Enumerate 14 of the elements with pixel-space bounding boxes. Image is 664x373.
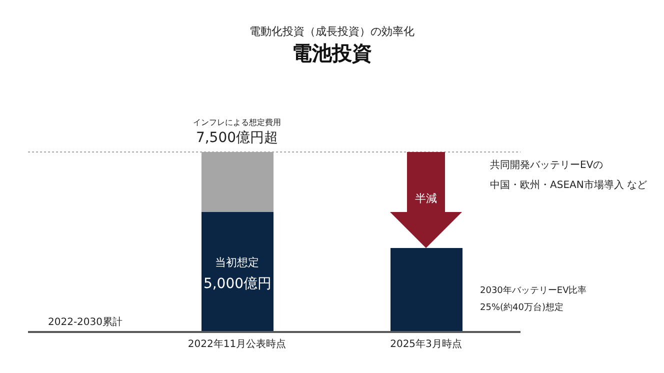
annotation: 半減	[414, 192, 438, 206]
annotation: 2030年バッテリーEV比率	[480, 286, 587, 297]
chart-title: 電池投資	[291, 40, 373, 67]
text: インフレによる想定費用	[192, 118, 282, 128]
annotation: 25%(約40万台)想定	[480, 303, 564, 314]
annotation: 当初想定	[214, 256, 260, 270]
annotation: 共同開発バッテリーEVの	[490, 160, 604, 172]
annotation: 中国・欧州・ASEAN市場導入 など	[490, 180, 648, 192]
chart-subtitle: 電動化投資（成長投資）の効率化	[248, 24, 416, 39]
annotation: 2022-2030累計	[48, 317, 123, 329]
total-label: 7,500億円超	[194, 130, 280, 147]
data-label: 5,000億円	[203, 276, 272, 292]
x-tick-label: 2022年11月公表時点	[188, 338, 286, 350]
x-tick-label: 2025年3月時点	[390, 338, 462, 350]
